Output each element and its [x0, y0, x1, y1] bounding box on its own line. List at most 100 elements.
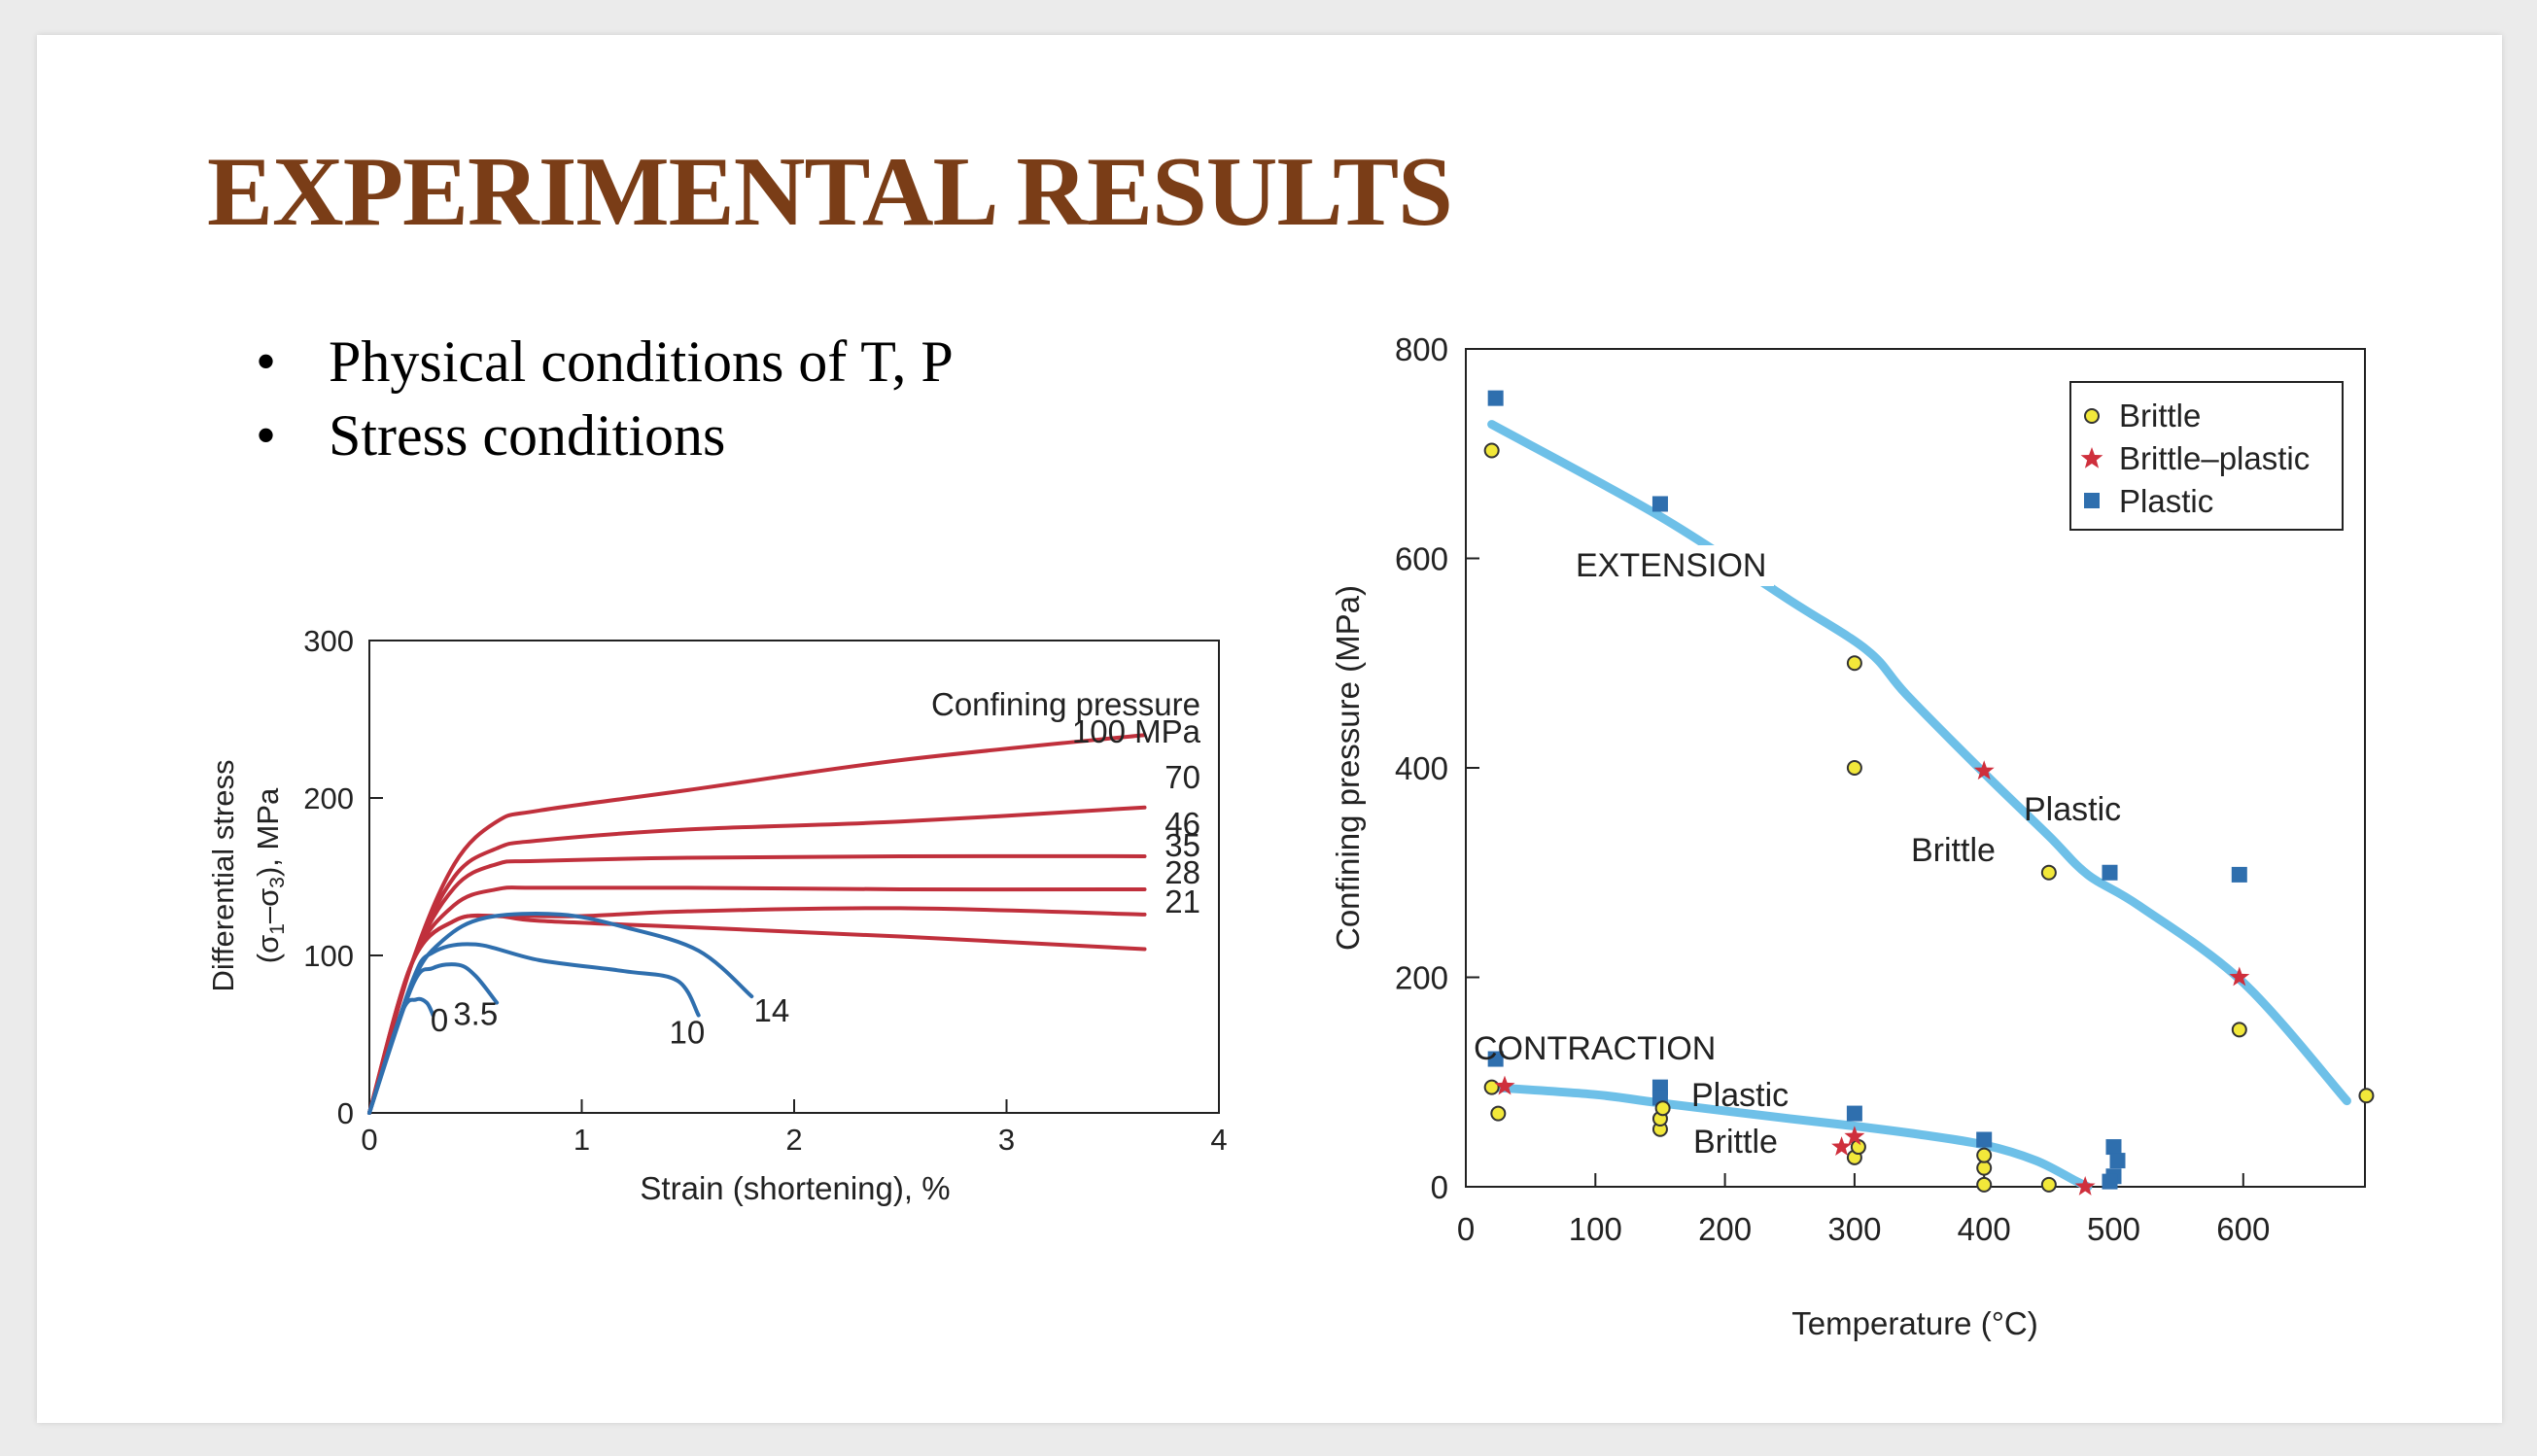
- brittle-point: [1846, 655, 1862, 672]
- y-tick-label: 200: [303, 781, 354, 815]
- brittle-point: [2358, 1088, 2375, 1104]
- x-tick-label: 0: [361, 1123, 377, 1157]
- y-tick-label: 100: [303, 939, 354, 973]
- plastic-region-label-contraction: Plastic: [1691, 1077, 1789, 1114]
- brittle-point: [1490, 1105, 1507, 1122]
- series-line-0: [367, 996, 435, 1115]
- brittle-point: [1483, 442, 1500, 459]
- brittle-point: [1483, 1079, 1500, 1095]
- series-line-70: [367, 805, 1147, 1115]
- x-axis-label: Temperature (°C): [1791, 1305, 2037, 1341]
- x-tick-label: 300: [1827, 1211, 1881, 1247]
- brittle-region-label-contraction: Brittle: [1693, 1124, 1778, 1161]
- series-line-14: [367, 912, 754, 1115]
- brittle-point: [2040, 1176, 2057, 1193]
- brittle-point: [2040, 864, 2057, 881]
- series-line-10: [367, 942, 701, 1115]
- legend-label-brittle: Brittle: [2119, 398, 2201, 433]
- x-tick-label: 2: [785, 1123, 802, 1157]
- x-tick-label: 3: [998, 1123, 1015, 1157]
- star-legend-icon: [2080, 447, 2103, 468]
- brittle-point: [1846, 760, 1862, 776]
- series-line-46: [367, 853, 1147, 1115]
- legend-label-brittle-plastic: Brittle–plastic: [2119, 440, 2310, 476]
- plastic-point: [1846, 1105, 1862, 1122]
- series-label: 10: [670, 1015, 706, 1051]
- legend-label-plastic: Plastic: [2119, 483, 2213, 519]
- y-tick-label: 300: [303, 624, 354, 658]
- plastic-point: [2105, 1139, 2122, 1156]
- series-label: 21: [1164, 884, 1200, 919]
- bullet-item: • Physical conditions of T, P: [256, 325, 954, 399]
- brittle-plastic-point: [2074, 1176, 2096, 1196]
- plastic-point: [1976, 1131, 1993, 1148]
- series-label: 14: [753, 992, 789, 1028]
- plastic-point: [2109, 1153, 2126, 1169]
- series-label: 3.5: [453, 995, 498, 1031]
- series-line-21: [367, 913, 1147, 1115]
- brittle-point: [1654, 1100, 1671, 1117]
- x-tick-label: 100: [1569, 1211, 1622, 1247]
- contraction-boundary-line: [1487, 1083, 2093, 1192]
- plastic-point: [2231, 866, 2247, 883]
- pressure-temperature-chart: 0 100 200 300 400 500 600 0 200 400 600 800 EXTENSI…: [1330, 331, 2375, 1341]
- extension-boundary-line: [1487, 420, 2351, 1106]
- brittle-region-label: Brittle: [1911, 832, 1996, 869]
- brittle-point: [1976, 1160, 1993, 1176]
- plastic-point: [1651, 496, 1668, 512]
- bullet-text: Stress conditions: [329, 403, 726, 468]
- y-tick-label: 800: [1395, 331, 1448, 367]
- bullet-list: • Physical conditions of T, P • Stress con…: [256, 325, 954, 472]
- y-axis-label: Differential stress: [206, 760, 240, 992]
- brittle-plastic-point: [1973, 760, 1995, 780]
- plastic-point: [1487, 1051, 1504, 1067]
- x-tick-label: 200: [1698, 1211, 1752, 1247]
- brittle-point: [2231, 1022, 2247, 1038]
- series-label: 100 MPa: [1072, 713, 1201, 749]
- bullet-text: Physical conditions of T, P: [329, 329, 954, 394]
- legend: Brittle Brittle–plastic Plastic: [2069, 381, 2344, 531]
- brittle-plastic-point: [1844, 1126, 1865, 1146]
- brittle-plastic-point: [2229, 966, 2250, 987]
- x-tick-label: 1: [573, 1123, 590, 1157]
- legend-box: [2069, 381, 2344, 531]
- plastic-point: [2102, 864, 2118, 881]
- x-tick-label: 400: [1958, 1211, 2011, 1247]
- series-label: 0: [431, 1002, 448, 1038]
- series-label: 35: [1164, 827, 1200, 863]
- series-label: 28: [1164, 854, 1200, 890]
- extension-label-background: [1568, 545, 1774, 586]
- brittle-plastic-point: [1494, 1075, 1515, 1095]
- x-axis-label: Strain (shortening), %: [640, 1170, 950, 1206]
- x-tick-label: 0: [1457, 1211, 1475, 1247]
- y-tick-label: 0: [1431, 1169, 1448, 1205]
- x-tick-label: 500: [2087, 1211, 2140, 1247]
- y-axis-label: Confining pressure (MPa): [1330, 585, 1366, 951]
- slide-title: EXPERIMENTAL RESULTS: [207, 137, 1453, 247]
- series-label: 70: [1164, 759, 1200, 795]
- y-tick-label: 600: [1395, 541, 1448, 577]
- contraction-region-label: CONTRACTION: [1474, 1030, 1716, 1067]
- slide: EXPERIMENTAL RESULTS • Physical condition…: [37, 35, 2502, 1423]
- square-legend-icon: [2084, 493, 2100, 508]
- extension-region-label: EXTENSION: [1576, 547, 1766, 584]
- bullet-item: • Stress conditions: [256, 399, 954, 472]
- brittle-legend-icon: [2084, 408, 2100, 424]
- x-tick-label: 4: [1210, 1123, 1227, 1157]
- brittle-plastic-point: [1831, 1136, 1852, 1156]
- legend-title: Confining pressure: [931, 686, 1200, 722]
- star-shape: [2080, 447, 2103, 468]
- y-axis-label-units: (σ1–σ3), MPa: [251, 787, 289, 963]
- bullet-icon: •: [256, 403, 277, 468]
- x-tick-label: 600: [2216, 1211, 2270, 1247]
- plastic-region-label: Plastic: [2024, 791, 2121, 828]
- plastic-point: [2102, 1173, 2118, 1190]
- series-label: 46: [1164, 806, 1200, 842]
- plastic-point: [1487, 390, 1504, 406]
- brittle-point: [1976, 1147, 1993, 1163]
- y-tick-label: 0: [337, 1096, 354, 1130]
- series-line-100MPa: [367, 733, 1147, 1115]
- y-tick-label: 400: [1395, 750, 1448, 786]
- brittle-point: [1976, 1176, 1993, 1193]
